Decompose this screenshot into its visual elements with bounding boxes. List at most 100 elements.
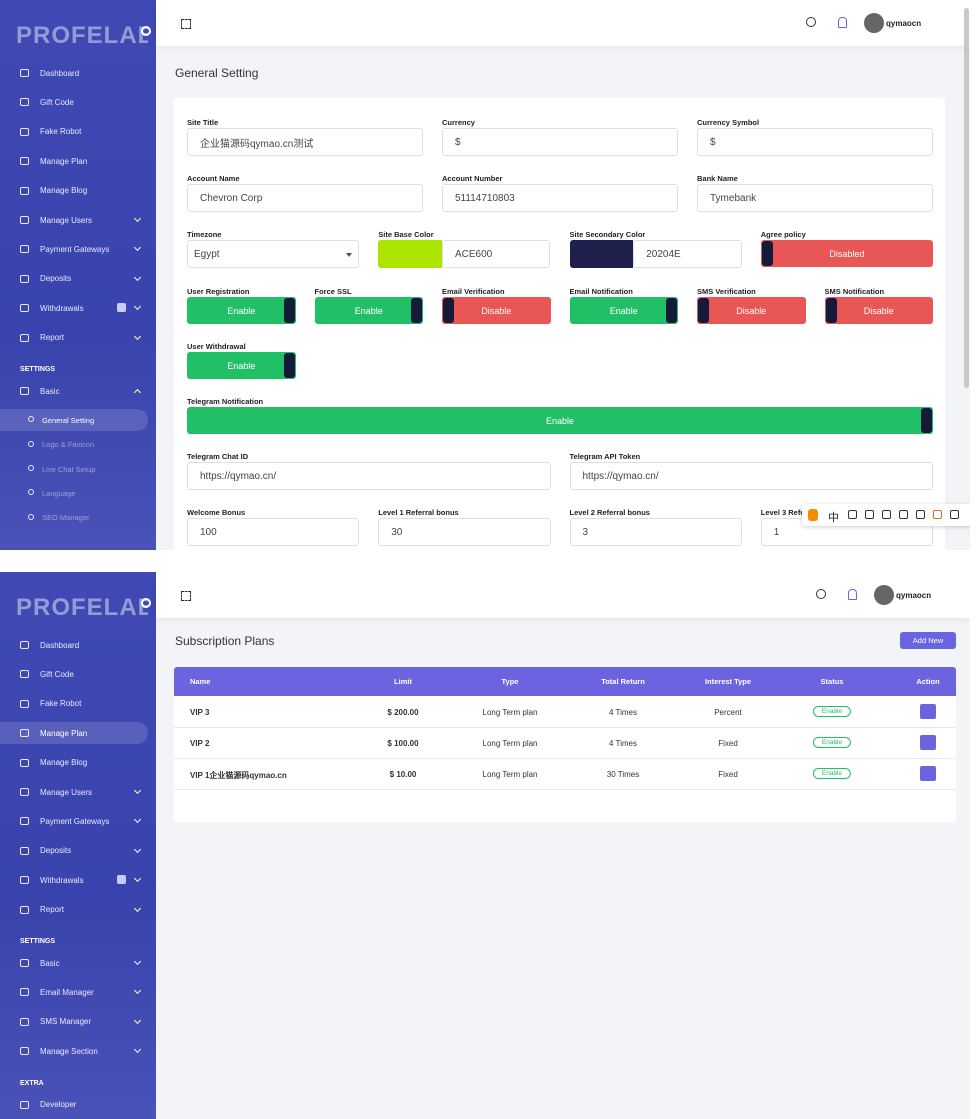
text-input[interactable]: 企业猫源码qymao.cn测试 bbox=[187, 128, 423, 156]
menu-item[interactable]: Live Chat Setup bbox=[0, 458, 156, 480]
toggle[interactable]: Disable bbox=[442, 297, 551, 324]
menu-item[interactable]: Manage Blog bbox=[0, 180, 156, 202]
toggle-knob bbox=[666, 298, 677, 323]
menu-item[interactable]: Logo & Favicon bbox=[0, 434, 156, 456]
menu-item[interactable]: Manage Plan bbox=[0, 722, 148, 745]
toggle[interactable]: Disabled bbox=[760, 240, 933, 267]
search-icon[interactable] bbox=[806, 17, 816, 27]
menu-item[interactable]: Deposits bbox=[0, 840, 156, 862]
badge bbox=[117, 303, 126, 313]
menu-item[interactable]: Developer bbox=[0, 1094, 156, 1116]
text-input[interactable]: $ bbox=[442, 128, 678, 156]
chevron bbox=[133, 845, 142, 853]
menu-item[interactable]: Manage Plan bbox=[0, 150, 156, 172]
add-new-button[interactable]: Add New bbox=[900, 632, 956, 649]
text-input[interactable]: 51114710803 bbox=[442, 184, 678, 212]
menu-icon bbox=[20, 157, 29, 166]
menu-label: SMS Manager bbox=[40, 1017, 92, 1027]
menu-item[interactable]: Dashboard bbox=[0, 634, 156, 656]
username[interactable]: qymaocn bbox=[896, 591, 932, 600]
field-label: Telegram API Token bbox=[569, 452, 641, 461]
menu-item[interactable]: Basic bbox=[0, 952, 156, 974]
menu-item[interactable]: Payment Gateways bbox=[0, 810, 156, 832]
toggle[interactable]: Enable bbox=[187, 352, 296, 379]
table-cell: 4 Times bbox=[608, 739, 638, 748]
menu-item[interactable]: Payment Gateways bbox=[0, 238, 156, 260]
text-input[interactable]: 3 bbox=[569, 518, 742, 546]
field-label: Force SSL bbox=[314, 287, 352, 296]
text-input[interactable]: Chevron Corp bbox=[187, 184, 423, 212]
menu-label: Manage Plan bbox=[40, 156, 88, 166]
menu-item[interactable]: Report bbox=[0, 327, 156, 349]
chevron bbox=[133, 332, 142, 340]
chevron bbox=[133, 987, 142, 995]
toggle-knob bbox=[921, 408, 932, 433]
text-input[interactable]: https://qymao.cn/ bbox=[569, 462, 933, 490]
menu-item[interactable]: General Setting bbox=[0, 409, 148, 432]
text-input[interactable]: 30 bbox=[378, 518, 551, 546]
menu-item[interactable]: Manage Users bbox=[0, 209, 156, 231]
menu-item[interactable]: Email Manager bbox=[0, 981, 156, 1003]
color-swatch[interactable] bbox=[378, 240, 442, 268]
edit-button[interactable] bbox=[920, 704, 936, 719]
menu-item[interactable]: Fake Robot bbox=[0, 693, 156, 715]
field-label: User Withdrawal bbox=[187, 342, 246, 351]
menu-item[interactable]: Withdrawals bbox=[0, 297, 156, 319]
toggle[interactable]: Enable bbox=[187, 407, 933, 434]
menu-item[interactable]: Dashboard bbox=[0, 62, 156, 84]
screen: PROFELAB Dashboard Gift Code Fake Robot Mana… bbox=[0, 0, 970, 550]
edit-button[interactable] bbox=[920, 735, 936, 750]
toggle[interactable]: Disable bbox=[824, 297, 933, 324]
menu-label: Manage Blog bbox=[40, 758, 88, 768]
menu-icon bbox=[28, 440, 34, 447]
menu-label: Logo & Favicon bbox=[42, 440, 95, 450]
menu-item[interactable]: Language bbox=[0, 482, 156, 504]
menu-item[interactable]: Fake Robot bbox=[0, 121, 156, 143]
table-cell: VIP 1企业猫源码qymao.cn bbox=[190, 771, 287, 780]
edit-button[interactable] bbox=[920, 766, 936, 781]
field-label: Level 3 Referral bonus bbox=[760, 508, 842, 517]
text-input[interactable]: https://qymao.cn/ bbox=[187, 462, 551, 490]
table-cell: 4 Times bbox=[608, 708, 638, 717]
color-input[interactable]: 20204E bbox=[633, 240, 742, 268]
menu-item[interactable]: SMS Manager bbox=[0, 1011, 156, 1033]
menu-item[interactable]: Manage Section bbox=[0, 1040, 156, 1062]
toggle[interactable]: Enable bbox=[314, 297, 423, 324]
table-cell: VIP 2 bbox=[190, 739, 210, 748]
table-card: Name Limit Type Total Return Interest Type St… bbox=[174, 667, 956, 822]
menu-item[interactable]: Manage Users bbox=[0, 781, 156, 803]
menu-item[interactable]: Basic bbox=[0, 380, 156, 402]
table-cell: Fixed bbox=[718, 739, 738, 748]
text-input[interactable]: 100 bbox=[187, 518, 360, 546]
table-cell: Percent bbox=[714, 708, 742, 717]
username[interactable]: qymaocn bbox=[886, 19, 922, 28]
menu-label: Developer bbox=[40, 1100, 77, 1110]
toggle[interactable]: Enable bbox=[569, 297, 678, 324]
column-header: Status bbox=[820, 677, 844, 686]
menu-item[interactable]: SEO Manager bbox=[0, 507, 156, 529]
menu-item[interactable]: Gift Code bbox=[0, 663, 156, 685]
ime-icon bbox=[950, 510, 959, 519]
menu-item[interactable]: Deposits bbox=[0, 268, 156, 290]
search-icon[interactable] bbox=[816, 589, 826, 599]
table-cell: Long Term plan bbox=[482, 739, 538, 748]
text-input[interactable]: $ bbox=[697, 128, 933, 156]
menu-item[interactable]: Withdrawals bbox=[0, 869, 156, 891]
ime-icon bbox=[933, 510, 942, 519]
text-input[interactable]: Tymebank bbox=[697, 184, 933, 212]
color-swatch[interactable] bbox=[569, 240, 634, 268]
bell-icon[interactable] bbox=[838, 17, 847, 28]
bell-icon[interactable] bbox=[848, 589, 857, 600]
collapse-icon[interactable] bbox=[181, 19, 191, 29]
menu-label: Basic bbox=[40, 958, 60, 968]
select[interactable]: Egypt bbox=[187, 240, 360, 268]
menu-label: Withdrawals bbox=[40, 303, 84, 313]
color-input[interactable]: ACE600 bbox=[441, 240, 551, 268]
menu-item[interactable]: Gift Code bbox=[0, 91, 156, 113]
menu-icon bbox=[20, 1017, 29, 1026]
collapse-icon[interactable] bbox=[181, 591, 191, 601]
menu-item[interactable]: Report bbox=[0, 899, 156, 921]
toggle[interactable]: Disable bbox=[697, 297, 806, 324]
toggle[interactable]: Enable bbox=[187, 297, 296, 324]
menu-item[interactable]: Manage Blog bbox=[0, 752, 156, 774]
